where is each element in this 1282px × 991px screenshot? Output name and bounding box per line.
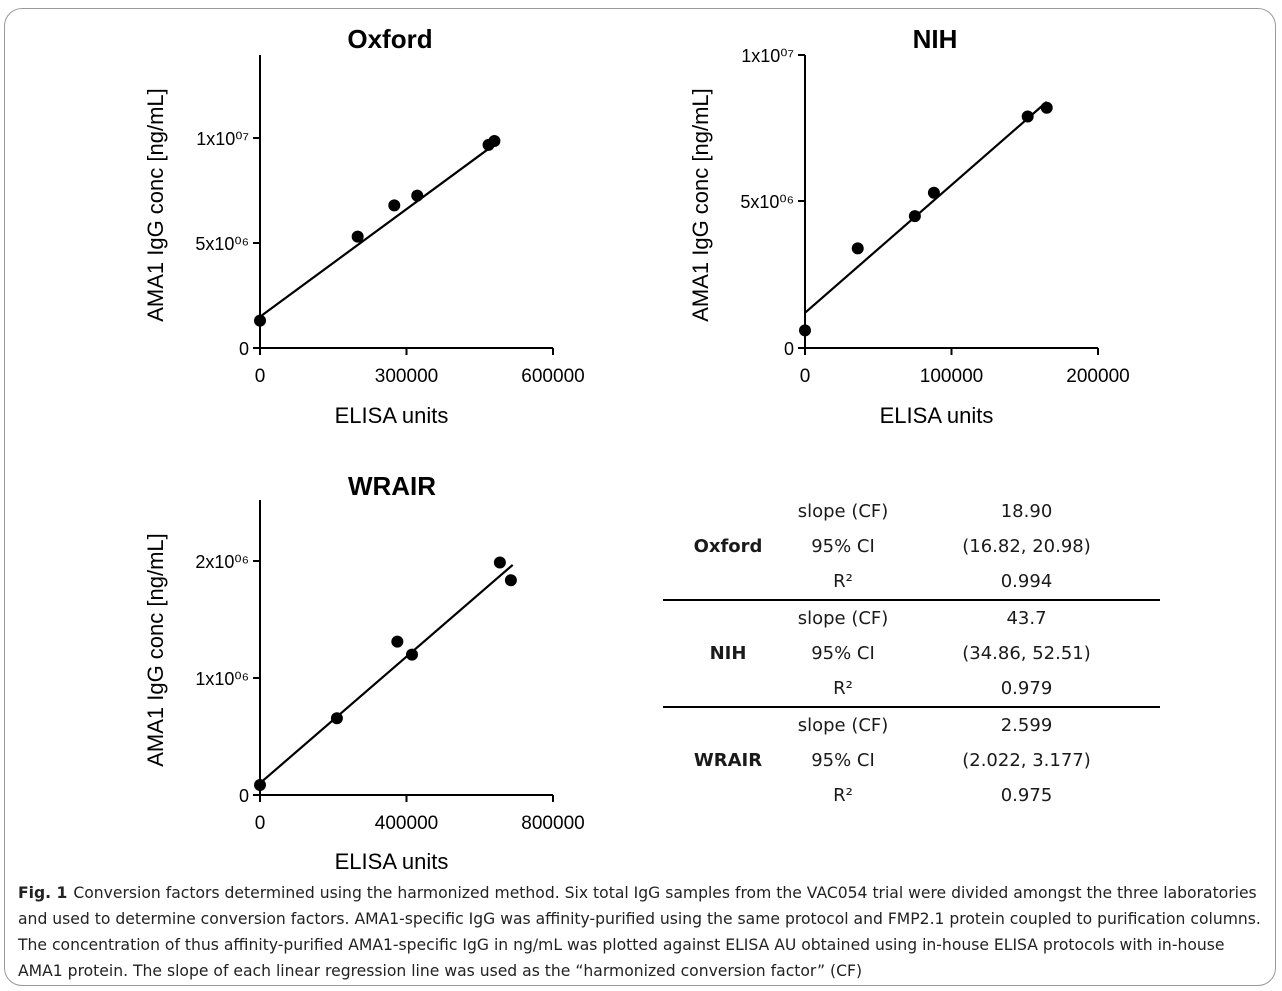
data-point [351, 230, 364, 243]
x-tick-label: 0 [800, 366, 811, 387]
metric-label: slope (CF) [797, 501, 889, 522]
data-point [1040, 101, 1053, 114]
y-tick-label: 0 [239, 339, 249, 359]
table-row: R² 0.975 [663, 778, 1160, 813]
y-tick-label: 2x10⁰⁶ [195, 552, 249, 572]
data-point [411, 189, 424, 202]
lab-name: Oxford [693, 536, 763, 557]
metric-value: 18.90 [1000, 501, 1053, 522]
figure-plots: 0 300000 600000 0 5x10⁰⁶ 1x10⁰⁷ Oxford AMA1 IgG… [143, 24, 1130, 874]
y-axis-label: AMA1 IgG conc [ng/mL] [143, 88, 168, 322]
metric-label: 95% CI [811, 536, 875, 557]
metric-value: (34.86, 52.51) [962, 643, 1091, 664]
data-point [799, 324, 811, 337]
metric-value: 0.975 [1000, 785, 1053, 806]
x-tick-label: 0 [255, 813, 266, 834]
metric-value: (16.82, 20.98) [962, 536, 1091, 557]
y-tick-label: 0 [239, 786, 249, 806]
y-axis-label: AMA1 IgG conc [ng/mL] [688, 88, 713, 322]
y-tick-label: 5x10⁰⁶ [195, 234, 249, 254]
metric-value: 43.7 [893, 599, 1160, 636]
table-row: R² 0.979 [663, 671, 1160, 707]
figure-frame [4, 8, 1276, 986]
caption-label: Fig. 1 [18, 884, 68, 902]
x-tick-label: 600000 [521, 366, 584, 387]
lab-name: WRAIR [663, 706, 793, 813]
metric-label: slope (CF) [793, 599, 893, 636]
data-point [391, 635, 404, 648]
table-row: 95% CI (2.022, 3.177) [663, 743, 1160, 778]
data-point [504, 574, 517, 587]
data-point [927, 186, 940, 199]
x-axis-label: ELISA units [880, 403, 994, 428]
x-tick-label: 100000 [920, 366, 983, 387]
regression-line [259, 140, 500, 318]
table-row: 95% CI (16.82, 20.98) [663, 529, 1160, 564]
data-point [488, 134, 501, 147]
x-tick-label: 0 [255, 366, 266, 387]
chart-title: NIH [913, 24, 958, 54]
metric-label: slope (CF) [793, 706, 893, 743]
data-point [493, 556, 506, 569]
conversion-factor-table: Oxford slope (CF) 18.90 95% CI (16.82, 2… [663, 494, 1160, 813]
data-point [330, 712, 343, 725]
regression-line [259, 564, 514, 785]
y-tick-label: 5x10⁰⁶ [740, 192, 794, 212]
metric-value: 0.979 [1000, 678, 1053, 699]
data-point [254, 314, 266, 327]
data-point [908, 210, 921, 223]
y-tick-label: 1x10⁰⁷ [196, 129, 249, 149]
data-point [254, 778, 266, 791]
caption-text: Conversion factors determined using the … [18, 884, 1261, 980]
y-tick-label: 1x10⁰⁷ [741, 46, 794, 66]
x-axis-label: ELISA units [335, 403, 449, 428]
metric-value: (2.022, 3.177) [962, 750, 1091, 771]
x-tick-label: 800000 [521, 813, 584, 834]
metric-label: 95% CI [811, 643, 875, 664]
x-tick-label: 200000 [1066, 366, 1129, 387]
data-point [1021, 110, 1034, 123]
table-row: 95% CI (34.86, 52.51) [663, 636, 1160, 671]
y-tick-label: 0 [784, 339, 794, 359]
x-axis-label: ELISA units [335, 849, 449, 874]
metric-value: 0.994 [1000, 571, 1053, 592]
data-point [388, 199, 401, 212]
metric-label: R² [833, 678, 853, 699]
table-row: WRAIR slope (CF) 2.599 [663, 706, 1160, 813]
regression-line [804, 101, 1048, 314]
table-row: R² 0.994 [663, 564, 1160, 600]
x-tick-label: 300000 [375, 366, 438, 387]
chart-title: WRAIR [348, 471, 436, 501]
data-point [851, 242, 864, 255]
y-axis-label: AMA1 IgG conc [ng/mL] [143, 533, 168, 767]
x-tick-label: 400000 [375, 813, 438, 834]
table-row: Oxford slope (CF) 18.90 [663, 494, 1160, 557]
data-point [405, 648, 418, 661]
chart-title: Oxford [347, 24, 432, 54]
lab-name: NIH [663, 599, 793, 707]
figure-caption: Fig. 1 Conversion factors determined usin… [18, 880, 1274, 984]
table-row: NIH slope (CF) 43.7 [663, 599, 1160, 707]
metric-label: 95% CI [811, 750, 875, 771]
metric-value: 2.599 [893, 706, 1160, 743]
metric-label: R² [833, 571, 853, 592]
y-tick-label: 1x10⁰⁶ [195, 669, 249, 689]
metric-label: R² [833, 785, 853, 806]
